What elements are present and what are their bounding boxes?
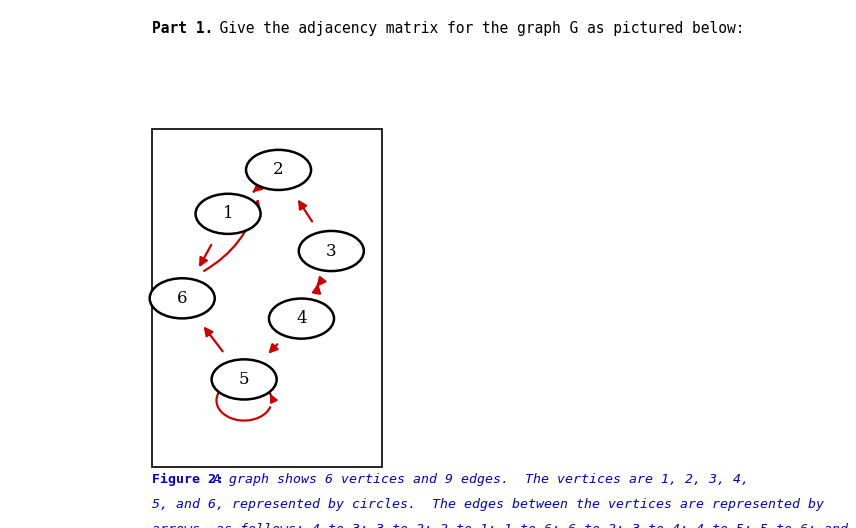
Text: 1: 1 [223,205,234,222]
Text: 3: 3 [326,242,336,259]
FancyArrowPatch shape [270,344,277,352]
Text: A graph shows 6 vertices and 9 edges.  The vertices are 1, 2, 3, 4,: A graph shows 6 vertices and 9 edges. Th… [205,473,750,486]
FancyArrowPatch shape [204,201,259,271]
Text: 6: 6 [177,290,187,307]
FancyArrowPatch shape [299,202,312,221]
Circle shape [211,360,276,400]
Text: 5: 5 [239,371,249,388]
Circle shape [246,150,311,190]
Circle shape [299,231,364,271]
FancyArrowPatch shape [200,245,211,265]
Circle shape [150,278,215,318]
Circle shape [195,194,260,234]
Text: 5, and 6, represented by circles.  The edges between the vertices are represente: 5, and 6, represented by circles. The ed… [152,498,824,511]
Text: Figure 2:: Figure 2: [152,473,224,486]
FancyArrowPatch shape [318,277,325,285]
FancyArrowPatch shape [270,394,276,403]
Text: Part 1.: Part 1. [152,21,214,36]
Bar [152,129,382,467]
Text: Give the adjacency matrix for the graph G as pictured below:: Give the adjacency matrix for the graph … [202,21,745,36]
Text: 4: 4 [296,310,306,327]
FancyArrowPatch shape [205,328,223,351]
Text: 2: 2 [273,162,284,178]
FancyArrowPatch shape [253,183,262,192]
Text: arrows, as follows: 4 to 3; 3 to 2; 2 to 1; 1 to 6; 6 to 2; 3 to 4; 4 to 5; 5 to: arrows, as follows: 4 to 3; 3 to 2; 2 to… [152,523,848,528]
Circle shape [269,298,334,338]
FancyArrowPatch shape [313,286,320,294]
